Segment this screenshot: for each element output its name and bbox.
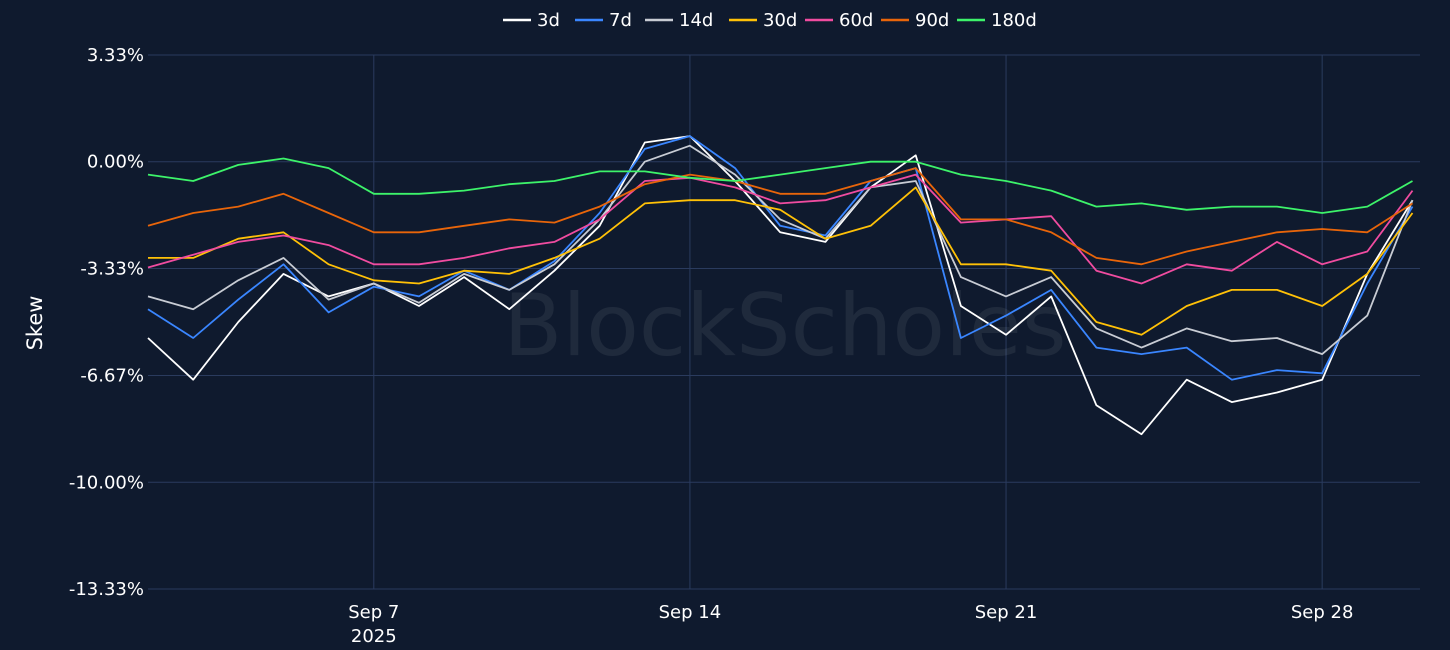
legend-label-7d: 7d [609,10,632,31]
y-tick-label: 3.33% [87,45,144,66]
x-tick-label: Sep 14 [659,602,722,623]
legend-label-30d: 30d [763,10,797,31]
y-tick-label: -3.33% [80,258,144,279]
watermark-text: BlockScholes [503,276,1066,376]
series-line-14d [147,144,1414,356]
legend: 3d 7d 14d 30d 60d 90d 180d [503,10,1037,31]
y-tick-label: -10.00% [69,472,144,493]
legend-label-60d: 60d [839,10,873,31]
y-axis-ticks: 3.33% 0.00% -3.33% -6.67% -10.00% -13.33% [69,45,144,600]
series-line-3d [147,135,1414,436]
x-tick-label: Sep 21 [975,602,1038,623]
x-tick-year-label: 2025 [351,626,397,647]
series-lines [147,135,1414,436]
series-line-90d [147,167,1413,266]
legend-label-14d: 14d [679,10,713,31]
legend-label-3d: 3d [537,10,560,31]
grid [148,54,1420,590]
legend-label-180d: 180d [991,10,1037,31]
legend-label-90d: 90d [915,10,949,31]
x-tick-label: Sep 7 [348,602,399,623]
x-tick-label: Sep 28 [1291,602,1354,623]
x-axis-ticks: Sep 7 2025 Sep 14 Sep 21 Sep 28 [348,602,1353,647]
series-line-30d [148,186,1414,336]
y-tick-label: -6.67% [80,366,144,387]
series-line-60d [147,173,1414,285]
series-line-180d [147,157,1413,214]
series-line-7d [147,135,1414,381]
y-tick-label: -13.33% [69,579,144,600]
y-tick-label: 0.00% [87,152,144,173]
y-axis-title: Skew [23,296,47,351]
